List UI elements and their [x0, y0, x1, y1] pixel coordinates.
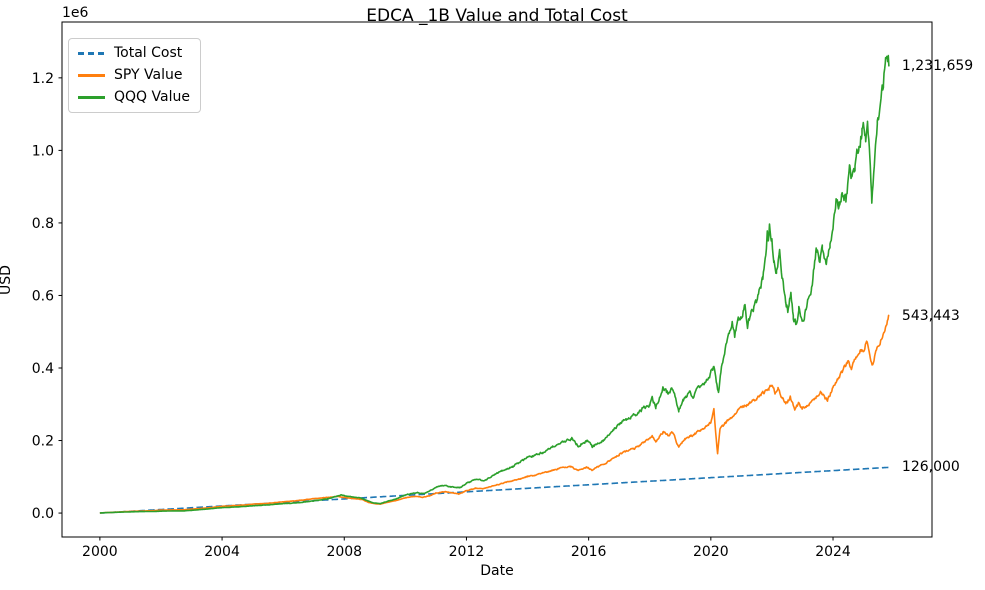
legend-line-total-cost-icon [78, 52, 105, 55]
y-tick-label: 0.8 [32, 216, 54, 232]
legend-line-spy-value-icon [78, 74, 105, 77]
annotation-qqq-end-value: 1,231,659 [901, 58, 974, 75]
y-tick-label: 1.2 [32, 71, 54, 87]
annotation-total-cost-end-value: 126,000 [901, 459, 960, 476]
y-axis-label: USD [0, 265, 14, 295]
x-tick-label: 2020 [693, 544, 729, 560]
y-tick-label: 0.6 [32, 288, 54, 304]
series-line-spy-value [99, 314, 890, 514]
legend-item-spy-value: SPY Value [78, 68, 190, 83]
y-axis-offset-label: 1e6 [62, 5, 89, 21]
x-tick-label: 2016 [571, 544, 607, 560]
x-tick-label: 2000 [82, 544, 118, 560]
legend: Total Cost SPY Value QQQ Value [68, 38, 201, 113]
x-tick-label: 2024 [815, 544, 851, 560]
series-line-qqq-value [99, 54, 890, 514]
legend-line-qqq-value-icon [78, 96, 105, 99]
legend-item-qqq-value: QQQ Value [78, 90, 190, 105]
chart-title: EDCA _1B Value and Total Cost [366, 6, 628, 26]
y-tick-label: 0.2 [32, 434, 54, 450]
legend-item-total-cost: Total Cost [78, 46, 190, 61]
legend-label-qqq-value: QQQ Value [114, 89, 190, 105]
axes-spine [61, 21, 933, 538]
y-tick-label: 0.0 [32, 506, 54, 522]
x-tick-label: 2012 [449, 544, 485, 560]
legend-label-total-cost: Total Cost [114, 45, 183, 61]
x-axis-label: Date [480, 563, 514, 579]
x-tick-label: 2008 [326, 544, 362, 560]
annotation-spy-end-value: 543,443 [901, 307, 960, 324]
legend-label-spy-value: SPY Value [114, 67, 183, 83]
y-tick-label: 0.4 [32, 361, 54, 377]
y-tick-label: 1.0 [32, 143, 54, 159]
x-tick-label: 2004 [204, 544, 240, 560]
